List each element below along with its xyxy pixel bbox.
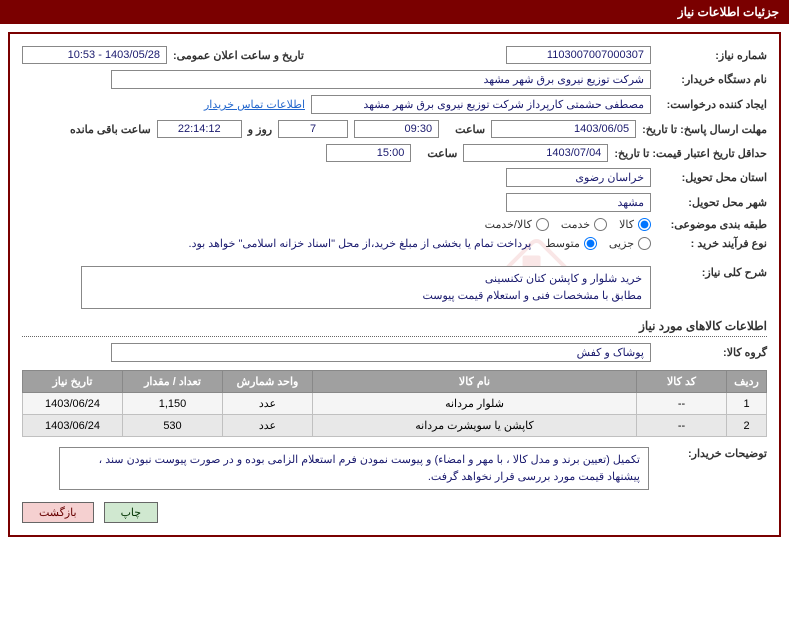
deadline-date-field: 1403/06/05 bbox=[491, 120, 636, 138]
purchase-type-radio-0[interactable] bbox=[638, 237, 651, 250]
table-header-4: تعداد / مقدار bbox=[123, 371, 223, 393]
purchase-type-option-1[interactable]: متوسط bbox=[545, 237, 597, 250]
purchase-type-label-0: جزیی bbox=[609, 237, 634, 250]
table-cell: 530 bbox=[123, 415, 223, 437]
row-validity: حداقل تاریخ اعتبار قیمت: تا تاریخ: 1403/… bbox=[22, 144, 767, 162]
validity-date-field: 1403/07/04 bbox=[463, 144, 608, 162]
table-cell: -- bbox=[637, 393, 727, 415]
back-button[interactable]: بازگشت bbox=[22, 502, 94, 523]
table-header-5: تاریخ نیاز bbox=[23, 371, 123, 393]
table-cell: -- bbox=[637, 415, 727, 437]
row-description: شرح کلی نیاز: خرید شلوار و کاپشن کتان تک… bbox=[22, 266, 767, 309]
row-requester: ایجاد کننده درخواست: مصطفی حشمتی کارپردا… bbox=[22, 95, 767, 114]
announce-field: 1403/05/28 - 10:53 bbox=[22, 46, 167, 64]
need-number-label: شماره نیاز: bbox=[657, 49, 767, 62]
purchase-type-option-0[interactable]: جزیی bbox=[609, 237, 651, 250]
purchase-type-radio-group: جزیی متوسط bbox=[545, 237, 651, 250]
row-category: طبقه بندی موضوعی: کالا خدمت کالا/خدمت bbox=[22, 218, 767, 231]
table-cell: 1403/06/24 bbox=[23, 393, 123, 415]
category-label-0: کالا bbox=[619, 218, 634, 231]
table-header-2: نام کالا bbox=[313, 371, 637, 393]
buyer-notes-field: تکمیل (تعیین برند و مدل کالا ، با مهر و … bbox=[59, 447, 649, 490]
goods-table: ردیفکد کالانام کالاواحد شمارشتعداد / مقد… bbox=[22, 370, 767, 437]
category-radio-1[interactable] bbox=[594, 218, 607, 231]
requester-field: مصطفی حشمتی کارپرداز شرکت توزیع نیروی بر… bbox=[311, 95, 651, 114]
category-radio-0[interactable] bbox=[638, 218, 651, 231]
row-city: شهر محل تحویل: مشهد bbox=[22, 193, 767, 212]
print-button[interactable]: چاپ bbox=[104, 502, 159, 523]
validity-label: حداقل تاریخ اعتبار قیمت: تا تاریخ: bbox=[614, 147, 767, 160]
contact-link[interactable]: اطلاعات تماس خریدار bbox=[204, 98, 305, 111]
table-row: 2--کاپشن یا سویشرت مردانهعدد5301403/06/2… bbox=[23, 415, 767, 437]
table-cell: عدد bbox=[223, 415, 313, 437]
purchase-type-radio-1[interactable] bbox=[584, 237, 597, 250]
validity-time-field: 15:00 bbox=[326, 144, 411, 162]
deadline-time-field: 09:30 bbox=[354, 120, 439, 138]
category-label: طبقه بندی موضوعی: bbox=[657, 218, 767, 231]
description-field: خرید شلوار و کاپشن کتان تکنسینیمطابق با … bbox=[81, 266, 651, 309]
city-field: مشهد bbox=[506, 193, 651, 212]
category-label-1: خدمت bbox=[561, 218, 590, 231]
deadline-label: مهلت ارسال پاسخ: تا تاریخ: bbox=[642, 123, 767, 136]
need-number-field: 1103007007000307 bbox=[506, 46, 651, 64]
row-need-number: شماره نیاز: 1103007007000307 تاریخ و ساع… bbox=[22, 46, 767, 64]
buyer-org-label: نام دستگاه خریدار: bbox=[657, 73, 767, 86]
table-cell: 1,150 bbox=[123, 393, 223, 415]
header-title: جزئیات اطلاعات نیاز bbox=[678, 5, 779, 19]
requester-label: ایجاد کننده درخواست: bbox=[657, 98, 767, 111]
countdown-field: 22:14:12 bbox=[157, 120, 242, 138]
table-cell: 1 bbox=[727, 393, 767, 415]
purchase-type-label-1: متوسط bbox=[545, 237, 580, 250]
main-panel: AriaTender.net شماره نیاز: 1103007007000… bbox=[8, 32, 781, 537]
buyer-org-field: شرکت توزیع نیروی برق شهر مشهد bbox=[111, 70, 651, 89]
city-label: شهر محل تحویل: bbox=[657, 196, 767, 209]
category-option-2[interactable]: کالا/خدمت bbox=[485, 218, 549, 231]
table-cell: کاپشن یا سویشرت مردانه bbox=[313, 415, 637, 437]
table-cell: عدد bbox=[223, 393, 313, 415]
description-label: شرح کلی نیاز: bbox=[657, 266, 767, 279]
goods-group-label: گروه کالا: bbox=[657, 346, 767, 359]
buyer-notes-label: توضیحات خریدار: bbox=[657, 447, 767, 460]
table-header-1: کد کالا bbox=[637, 371, 727, 393]
province-label: استان محل تحویل: bbox=[657, 171, 767, 184]
table-header-3: واحد شمارش bbox=[223, 371, 313, 393]
category-option-1[interactable]: خدمت bbox=[561, 218, 607, 231]
row-province: استان محل تحویل: خراسان رضوی bbox=[22, 168, 767, 187]
category-label-2: کالا/خدمت bbox=[485, 218, 532, 231]
days-label: روز و bbox=[248, 123, 272, 136]
row-buyer-org: نام دستگاه خریدار: شرکت توزیع نیروی برق … bbox=[22, 70, 767, 89]
table-cell: 1403/06/24 bbox=[23, 415, 123, 437]
purchase-type-label: نوع فرآیند خرید : bbox=[657, 237, 767, 250]
table-cell: 2 bbox=[727, 415, 767, 437]
goods-group-field: پوشاک و کفش bbox=[111, 343, 651, 362]
category-radio-2[interactable] bbox=[536, 218, 549, 231]
button-row: چاپ بازگشت bbox=[22, 502, 767, 523]
row-goods-group: گروه کالا: پوشاک و کفش bbox=[22, 343, 767, 362]
row-purchase-type: نوع فرآیند خرید : جزیی متوسط پرداخت تمام … bbox=[22, 237, 767, 250]
category-radio-group: کالا خدمت کالا/خدمت bbox=[485, 218, 651, 231]
time-label-1: ساعت bbox=[445, 123, 485, 136]
province-field: خراسان رضوی bbox=[506, 168, 651, 187]
table-row: 1--شلوار مردانهعدد1,1501403/06/24 bbox=[23, 393, 767, 415]
row-deadline: مهلت ارسال پاسخ: تا تاریخ: 1403/06/05 سا… bbox=[22, 120, 767, 138]
table-cell: شلوار مردانه bbox=[313, 393, 637, 415]
page-header: جزئیات اطلاعات نیاز bbox=[0, 0, 789, 24]
row-buyer-notes: توضیحات خریدار: تکمیل (تعیین برند و مدل … bbox=[22, 447, 767, 490]
category-option-0[interactable]: کالا bbox=[619, 218, 651, 231]
announce-label: تاریخ و ساعت اعلان عمومی: bbox=[173, 49, 304, 62]
time-label-2: ساعت bbox=[417, 147, 457, 160]
days-remaining-field: 7 bbox=[278, 120, 348, 138]
goods-section-title: اطلاعات کالاهای مورد نیاز bbox=[22, 319, 767, 337]
table-header-0: ردیف bbox=[727, 371, 767, 393]
payment-note: پرداخت تمام یا بخشی از مبلغ خرید،از محل … bbox=[189, 237, 532, 250]
remaining-label: ساعت باقی مانده bbox=[70, 123, 151, 136]
